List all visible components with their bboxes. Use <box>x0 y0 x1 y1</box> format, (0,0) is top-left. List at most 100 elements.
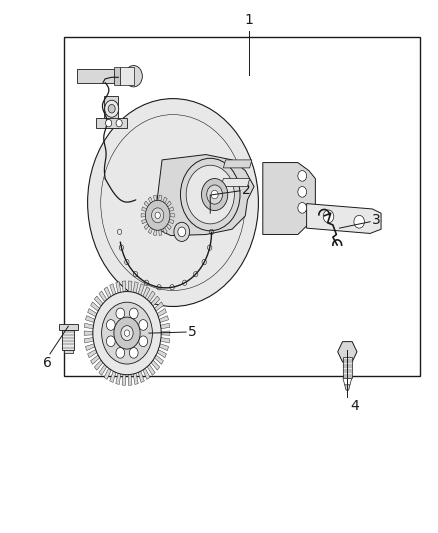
Circle shape <box>116 308 125 319</box>
Circle shape <box>186 165 234 224</box>
Polygon shape <box>153 195 157 201</box>
Polygon shape <box>159 316 169 322</box>
Circle shape <box>106 336 115 346</box>
Circle shape <box>354 215 364 228</box>
Polygon shape <box>148 197 152 203</box>
Polygon shape <box>155 355 163 364</box>
Polygon shape <box>128 281 132 292</box>
Polygon shape <box>155 155 254 236</box>
Circle shape <box>129 308 138 319</box>
Polygon shape <box>159 195 162 201</box>
Circle shape <box>93 292 161 375</box>
Circle shape <box>178 227 186 237</box>
Polygon shape <box>147 365 155 375</box>
Polygon shape <box>96 118 127 128</box>
Polygon shape <box>84 331 93 335</box>
Polygon shape <box>163 228 167 233</box>
Polygon shape <box>138 284 145 295</box>
Circle shape <box>139 320 148 330</box>
Polygon shape <box>161 323 170 329</box>
Polygon shape <box>159 344 169 351</box>
Polygon shape <box>157 350 166 358</box>
Circle shape <box>211 190 218 199</box>
Polygon shape <box>122 374 126 385</box>
Polygon shape <box>85 323 93 329</box>
Circle shape <box>298 171 307 181</box>
Polygon shape <box>77 69 114 83</box>
Circle shape <box>323 210 334 223</box>
Circle shape <box>152 208 164 223</box>
Polygon shape <box>263 163 315 235</box>
Polygon shape <box>147 291 155 302</box>
Polygon shape <box>170 214 174 217</box>
Circle shape <box>108 104 115 113</box>
Polygon shape <box>307 204 381 233</box>
Polygon shape <box>221 179 250 187</box>
Circle shape <box>116 348 125 358</box>
Polygon shape <box>166 224 171 230</box>
Circle shape <box>201 179 228 211</box>
Circle shape <box>88 99 258 306</box>
Circle shape <box>129 348 138 358</box>
Polygon shape <box>166 201 171 207</box>
Polygon shape <box>64 350 73 353</box>
Polygon shape <box>88 309 97 317</box>
Polygon shape <box>122 281 126 292</box>
Polygon shape <box>169 219 174 224</box>
Polygon shape <box>85 337 93 343</box>
Polygon shape <box>223 160 252 168</box>
Polygon shape <box>141 214 145 217</box>
Polygon shape <box>128 374 132 385</box>
Polygon shape <box>88 350 97 358</box>
Polygon shape <box>116 373 121 384</box>
Polygon shape <box>169 207 174 212</box>
Polygon shape <box>133 282 138 293</box>
Bar <box>64 37 420 376</box>
Polygon shape <box>161 331 170 335</box>
Polygon shape <box>161 337 170 343</box>
Circle shape <box>105 100 119 117</box>
Polygon shape <box>141 207 147 212</box>
Polygon shape <box>91 355 99 364</box>
Polygon shape <box>99 365 107 375</box>
Polygon shape <box>148 228 152 233</box>
Polygon shape <box>345 385 350 390</box>
Circle shape <box>298 187 307 197</box>
Circle shape <box>207 185 223 204</box>
Circle shape <box>125 66 142 87</box>
Circle shape <box>174 222 190 241</box>
Polygon shape <box>163 197 167 203</box>
Circle shape <box>139 336 148 346</box>
Polygon shape <box>144 201 149 207</box>
Circle shape <box>102 302 152 364</box>
Polygon shape <box>94 360 103 370</box>
Text: 6: 6 <box>43 356 52 370</box>
Polygon shape <box>85 344 95 351</box>
Polygon shape <box>120 67 134 85</box>
Polygon shape <box>104 96 118 128</box>
Circle shape <box>155 212 160 219</box>
Polygon shape <box>151 360 160 370</box>
Polygon shape <box>85 316 95 322</box>
Circle shape <box>298 203 307 213</box>
Text: 5: 5 <box>188 325 197 338</box>
Polygon shape <box>62 330 74 350</box>
Circle shape <box>145 200 170 230</box>
Polygon shape <box>143 368 150 379</box>
Circle shape <box>114 317 140 349</box>
Polygon shape <box>110 284 116 295</box>
Polygon shape <box>159 230 162 236</box>
Circle shape <box>106 119 112 127</box>
Polygon shape <box>343 357 352 378</box>
Circle shape <box>180 158 240 231</box>
Polygon shape <box>104 368 111 379</box>
Text: 4: 4 <box>350 399 359 413</box>
Circle shape <box>106 320 115 330</box>
Polygon shape <box>133 373 138 384</box>
Circle shape <box>124 330 130 336</box>
Polygon shape <box>138 371 145 383</box>
Circle shape <box>121 326 133 341</box>
Text: 1: 1 <box>244 13 253 27</box>
Text: 2: 2 <box>242 183 251 197</box>
Circle shape <box>116 119 122 127</box>
